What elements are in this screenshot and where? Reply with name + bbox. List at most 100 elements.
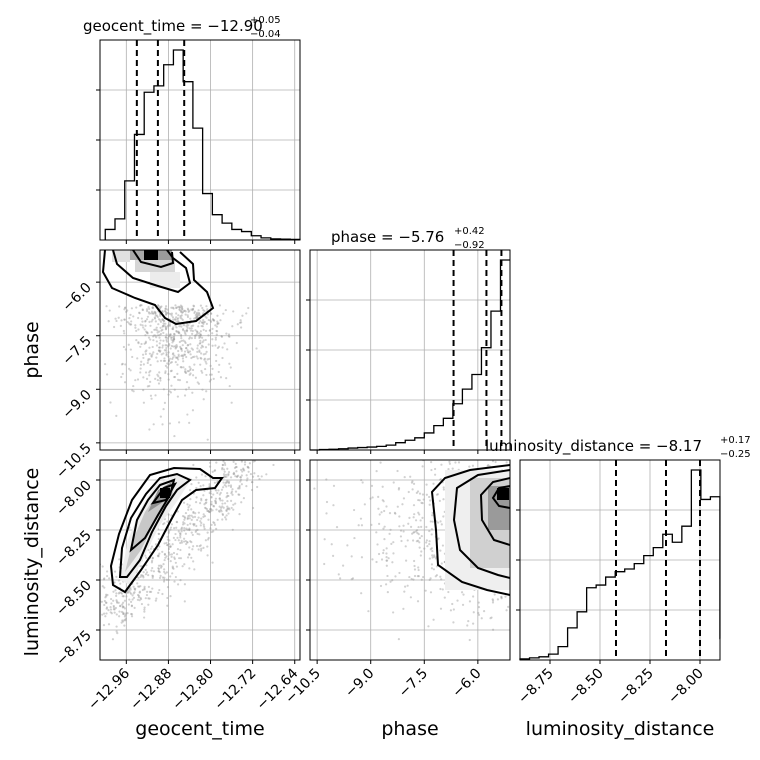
scatter-point [163,570,166,573]
scatter-point [178,557,181,560]
scatter-point [236,451,238,453]
scatter-point [179,366,182,369]
scatter-point [201,341,204,344]
scatter-point [187,343,190,347]
scatter-point [183,522,186,525]
scatter-point [159,566,163,569]
scatter-point [189,353,192,356]
scatter-point [404,545,407,548]
scatter-point [186,541,189,544]
scatter-point [157,532,160,535]
scatter-point [154,311,157,315]
scatter-point [141,324,144,327]
scatter-point [185,355,188,359]
scatter-point [251,480,254,484]
scatter-point [165,313,168,316]
scatter-point [175,306,178,309]
scatter-point [126,591,130,594]
scatter-point [438,443,440,445]
scatter-point [397,487,401,490]
scatter-point [197,334,201,337]
scatter-point [137,341,140,344]
scatter-point [218,497,221,500]
scatter-point [447,467,450,471]
scatter-point [407,490,410,494]
scatter-point [148,597,151,600]
scatter-point [174,318,177,322]
scatter-point [145,308,149,311]
scatter-point [214,344,217,347]
scatter-point [418,492,422,495]
scatter-point [429,577,432,580]
scatter-point [129,586,132,589]
scatter-point [196,314,199,317]
scatter-point [467,620,470,623]
scatter-point [466,421,468,423]
scatter-point [190,518,193,522]
scatter-point [475,390,477,392]
scatter-point [332,504,335,507]
x-tick-label: −7.5 [396,666,431,701]
scatter-point [142,363,145,366]
scatter-point [94,617,96,619]
scatter-point [173,556,176,559]
scatter-point [233,473,236,476]
scatter-point [201,325,204,328]
scatter-point [413,559,416,563]
scatter-point [417,498,420,502]
scatter-point [194,530,197,533]
scatter-point [167,360,171,363]
title-prefix: luminosity_distance = [485,437,656,456]
scatter-point [157,567,160,570]
scatter-point [168,334,172,337]
scatter-point [177,358,180,361]
scatter-point [226,479,229,482]
scatter-point [167,531,170,534]
svg-text:phase = −5.76: phase = −5.76 [331,228,444,246]
scatter-point [256,485,259,489]
scatter-point [148,352,152,355]
scatter-point [121,603,124,606]
scatter-point [171,543,174,546]
scatter-point [160,353,163,356]
scatter-point [234,490,238,493]
scatter-point [204,367,207,371]
scatter-point [183,583,186,586]
scatter-point [192,463,195,467]
scatter-point [429,520,432,523]
scatter-point [221,518,224,521]
scatter-point [134,324,137,327]
scatter-point [441,544,445,547]
scatter-point [178,421,181,424]
scatter-point [246,465,249,468]
scatter-point [416,600,420,603]
scatter-point [211,561,214,564]
scatter-point [188,309,191,312]
scatter-point [477,601,480,604]
scatter-point [206,545,209,548]
scatter-point [425,539,428,542]
scatter-point [186,541,189,544]
scatter-point [247,470,250,473]
scatter-point [227,474,230,477]
scatter-point [180,309,183,313]
scatter-point [180,305,184,308]
scatter-point [150,545,154,548]
scatter-point [192,305,196,308]
scatter-point [193,317,196,320]
scatter-point [248,462,251,465]
scatter-point [124,348,127,351]
scatter-point [172,551,176,555]
scatter-point [225,377,228,380]
scatter-point [117,592,120,595]
scatter-point [487,464,490,467]
scatter-point [143,606,146,609]
scatter-point [407,430,409,432]
scatter-point [141,320,144,323]
scatter-point [130,320,133,323]
scatter-point [259,543,261,545]
scatter-point [192,510,195,514]
scatter-point [217,345,221,348]
scatter-point [393,511,397,514]
scatter-point [154,311,157,314]
